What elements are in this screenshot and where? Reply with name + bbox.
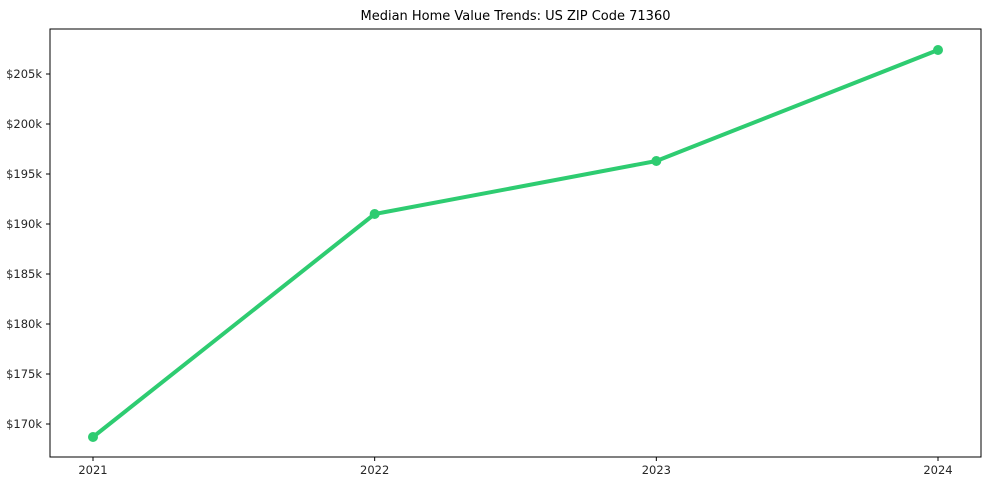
y-tick-label: $205k <box>6 67 42 81</box>
y-tick-label: $185k <box>6 267 42 281</box>
plot-border <box>49 28 982 458</box>
chart-title: Median Home Value Trends: US ZIP Code 71… <box>360 9 671 24</box>
y-tick-label: $180k <box>6 317 42 331</box>
y-tick-label: $190k <box>6 217 42 231</box>
y-tick-label: $170k <box>6 417 42 431</box>
y-tick-label: $200k <box>6 117 42 131</box>
series-line <box>91 48 940 439</box>
y-tick-label: $175k <box>6 367 42 381</box>
data-point <box>88 432 98 442</box>
data-point <box>651 156 662 166</box>
x-tick-label: 2024 <box>923 463 952 477</box>
data-point <box>933 45 943 55</box>
x-tick-label: 2022 <box>360 463 389 477</box>
data-point <box>369 209 380 219</box>
x-tick-label: 2021 <box>78 463 107 477</box>
x-tick-label: 2023 <box>642 463 671 477</box>
y-tick-label: $195k <box>6 167 42 181</box>
